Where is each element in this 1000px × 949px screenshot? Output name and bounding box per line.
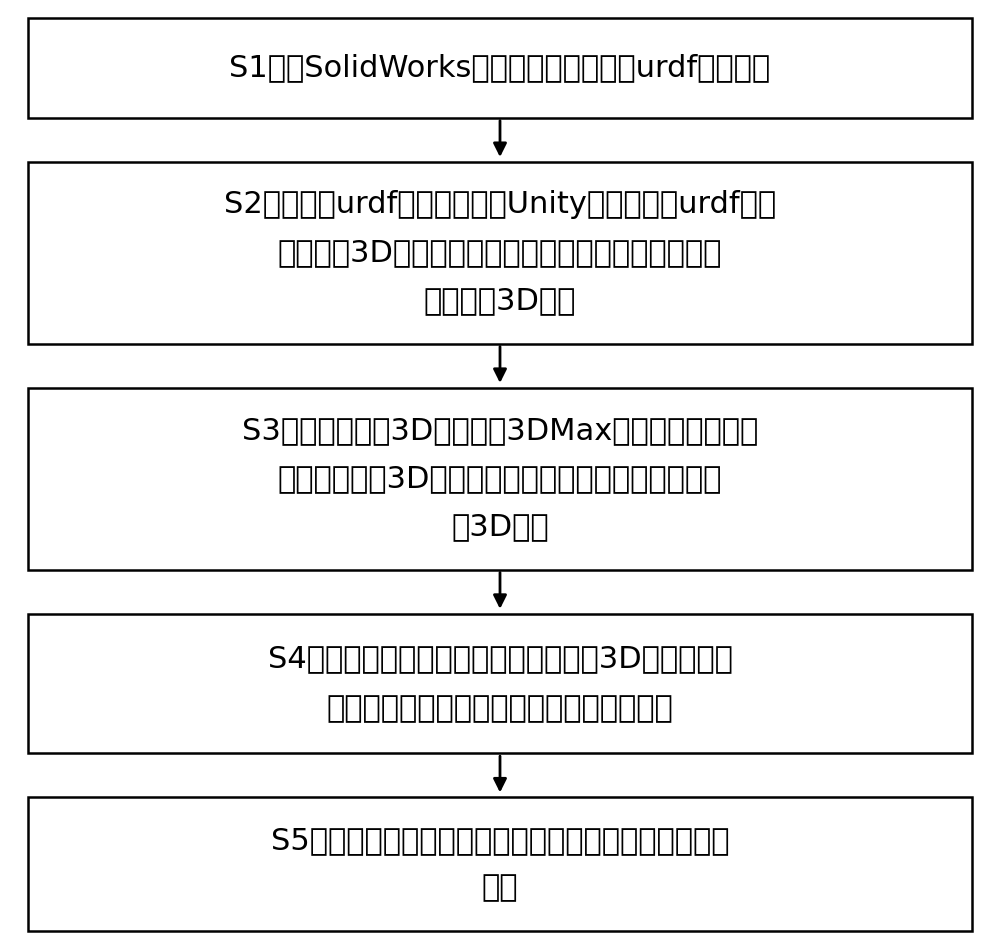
Bar <box>28 388 972 569</box>
Text: 文件创建3D实体机器人初始模型，并导出带有骨骼信: 文件创建3D实体机器人初始模型，并导出带有骨骼信 <box>278 238 722 268</box>
Bar <box>28 614 972 754</box>
Text: 机器人动作进行旋转限制后，生成动作文件: 机器人动作进行旋转限制后，生成动作文件 <box>327 694 673 723</box>
Text: S2、将所述urdf描述文件导入Unity，根据所述urdf描述: S2、将所述urdf描述文件导入Unity，根据所述urdf描述 <box>224 191 776 219</box>
Bar <box>28 797 972 931</box>
Text: S1、从SolidWorks上导出实体机器人的urdf描述文件: S1、从SolidWorks上导出实体机器人的urdf描述文件 <box>229 53 771 83</box>
Text: 丂3D模型: 丂3D模型 <box>451 512 549 541</box>
Bar <box>28 162 972 344</box>
Text: S3、将所述第一3D模型导入3DMax，根据所述骨骼信: S3、将所述第一3D模型导入3DMax，根据所述骨骼信 <box>242 417 758 445</box>
Text: S5、将所述动作文件导出为电机数据文件给所述实体机: S5、将所述动作文件导出为电机数据文件给所述实体机 <box>271 826 729 855</box>
Text: 器人: 器人 <box>482 873 518 902</box>
Text: S4、基于骨骼旋转限制插件在所述第丂3D模型上制作: S4、基于骨骼旋转限制插件在所述第丂3D模型上制作 <box>268 644 732 673</box>
Text: 息为所述第一3D模型重建骨骼，并进行蒙皮，生成第: 息为所述第一3D模型重建骨骼，并进行蒙皮，生成第 <box>278 464 722 493</box>
Text: 息的第一3D模型: 息的第一3D模型 <box>424 287 576 315</box>
Bar <box>28 18 972 118</box>
